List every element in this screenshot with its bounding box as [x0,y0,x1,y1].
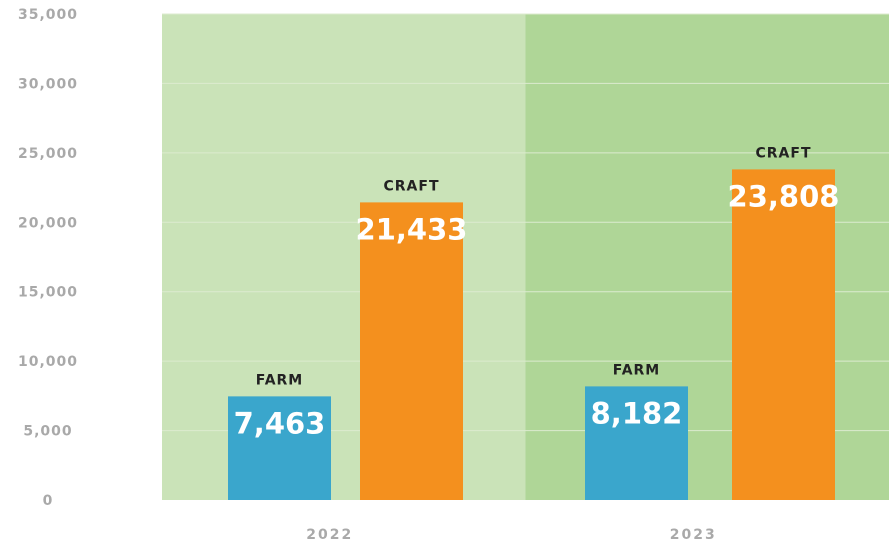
y-tick-label: 25,000 [18,146,78,162]
y-tick-label: 15,000 [18,285,78,301]
y-tick-label: 30,000 [18,76,78,92]
bar-craft-2023 [732,169,835,500]
value-label-farm-2022: 7,463 [234,406,326,440]
series-label-farm-2022: FARM [256,372,304,388]
x-tick-label-2023: 2023 [670,527,717,543]
x-axis: 2022 2023 [306,527,717,543]
bar-farm-2023 [585,386,688,500]
x-tick-label-2022: 2022 [306,527,353,543]
value-label-craft-2022: 21,433 [356,212,468,246]
y-tick-label: 10,000 [18,354,78,370]
y-tick-label: 20,000 [18,215,78,231]
series-label-farm-2023: FARM [613,362,661,378]
value-label-farm-2023: 8,182 [591,396,683,430]
series-label-craft-2023: CRAFT [755,145,811,161]
series-label-craft-2022: CRAFT [383,178,439,194]
value-label-craft-2023: 23,808 [728,179,840,213]
bar-farm-2022 [228,396,331,500]
bars: 7,463 FARM 21,433 CRAFT 8,182 FARM 23,808 CRAFT [228,145,839,500]
y-tick-label: 0 [43,493,54,509]
category-panel-2022 [162,14,526,500]
y-tick-label: 5,000 [23,424,72,440]
bar-craft-2022 [360,202,463,500]
y-tick-label: 35,000 [18,7,78,23]
y-axis: 0 5,000 10,000 15,000 20,000 25,000 30,000 35,0… [18,7,78,509]
